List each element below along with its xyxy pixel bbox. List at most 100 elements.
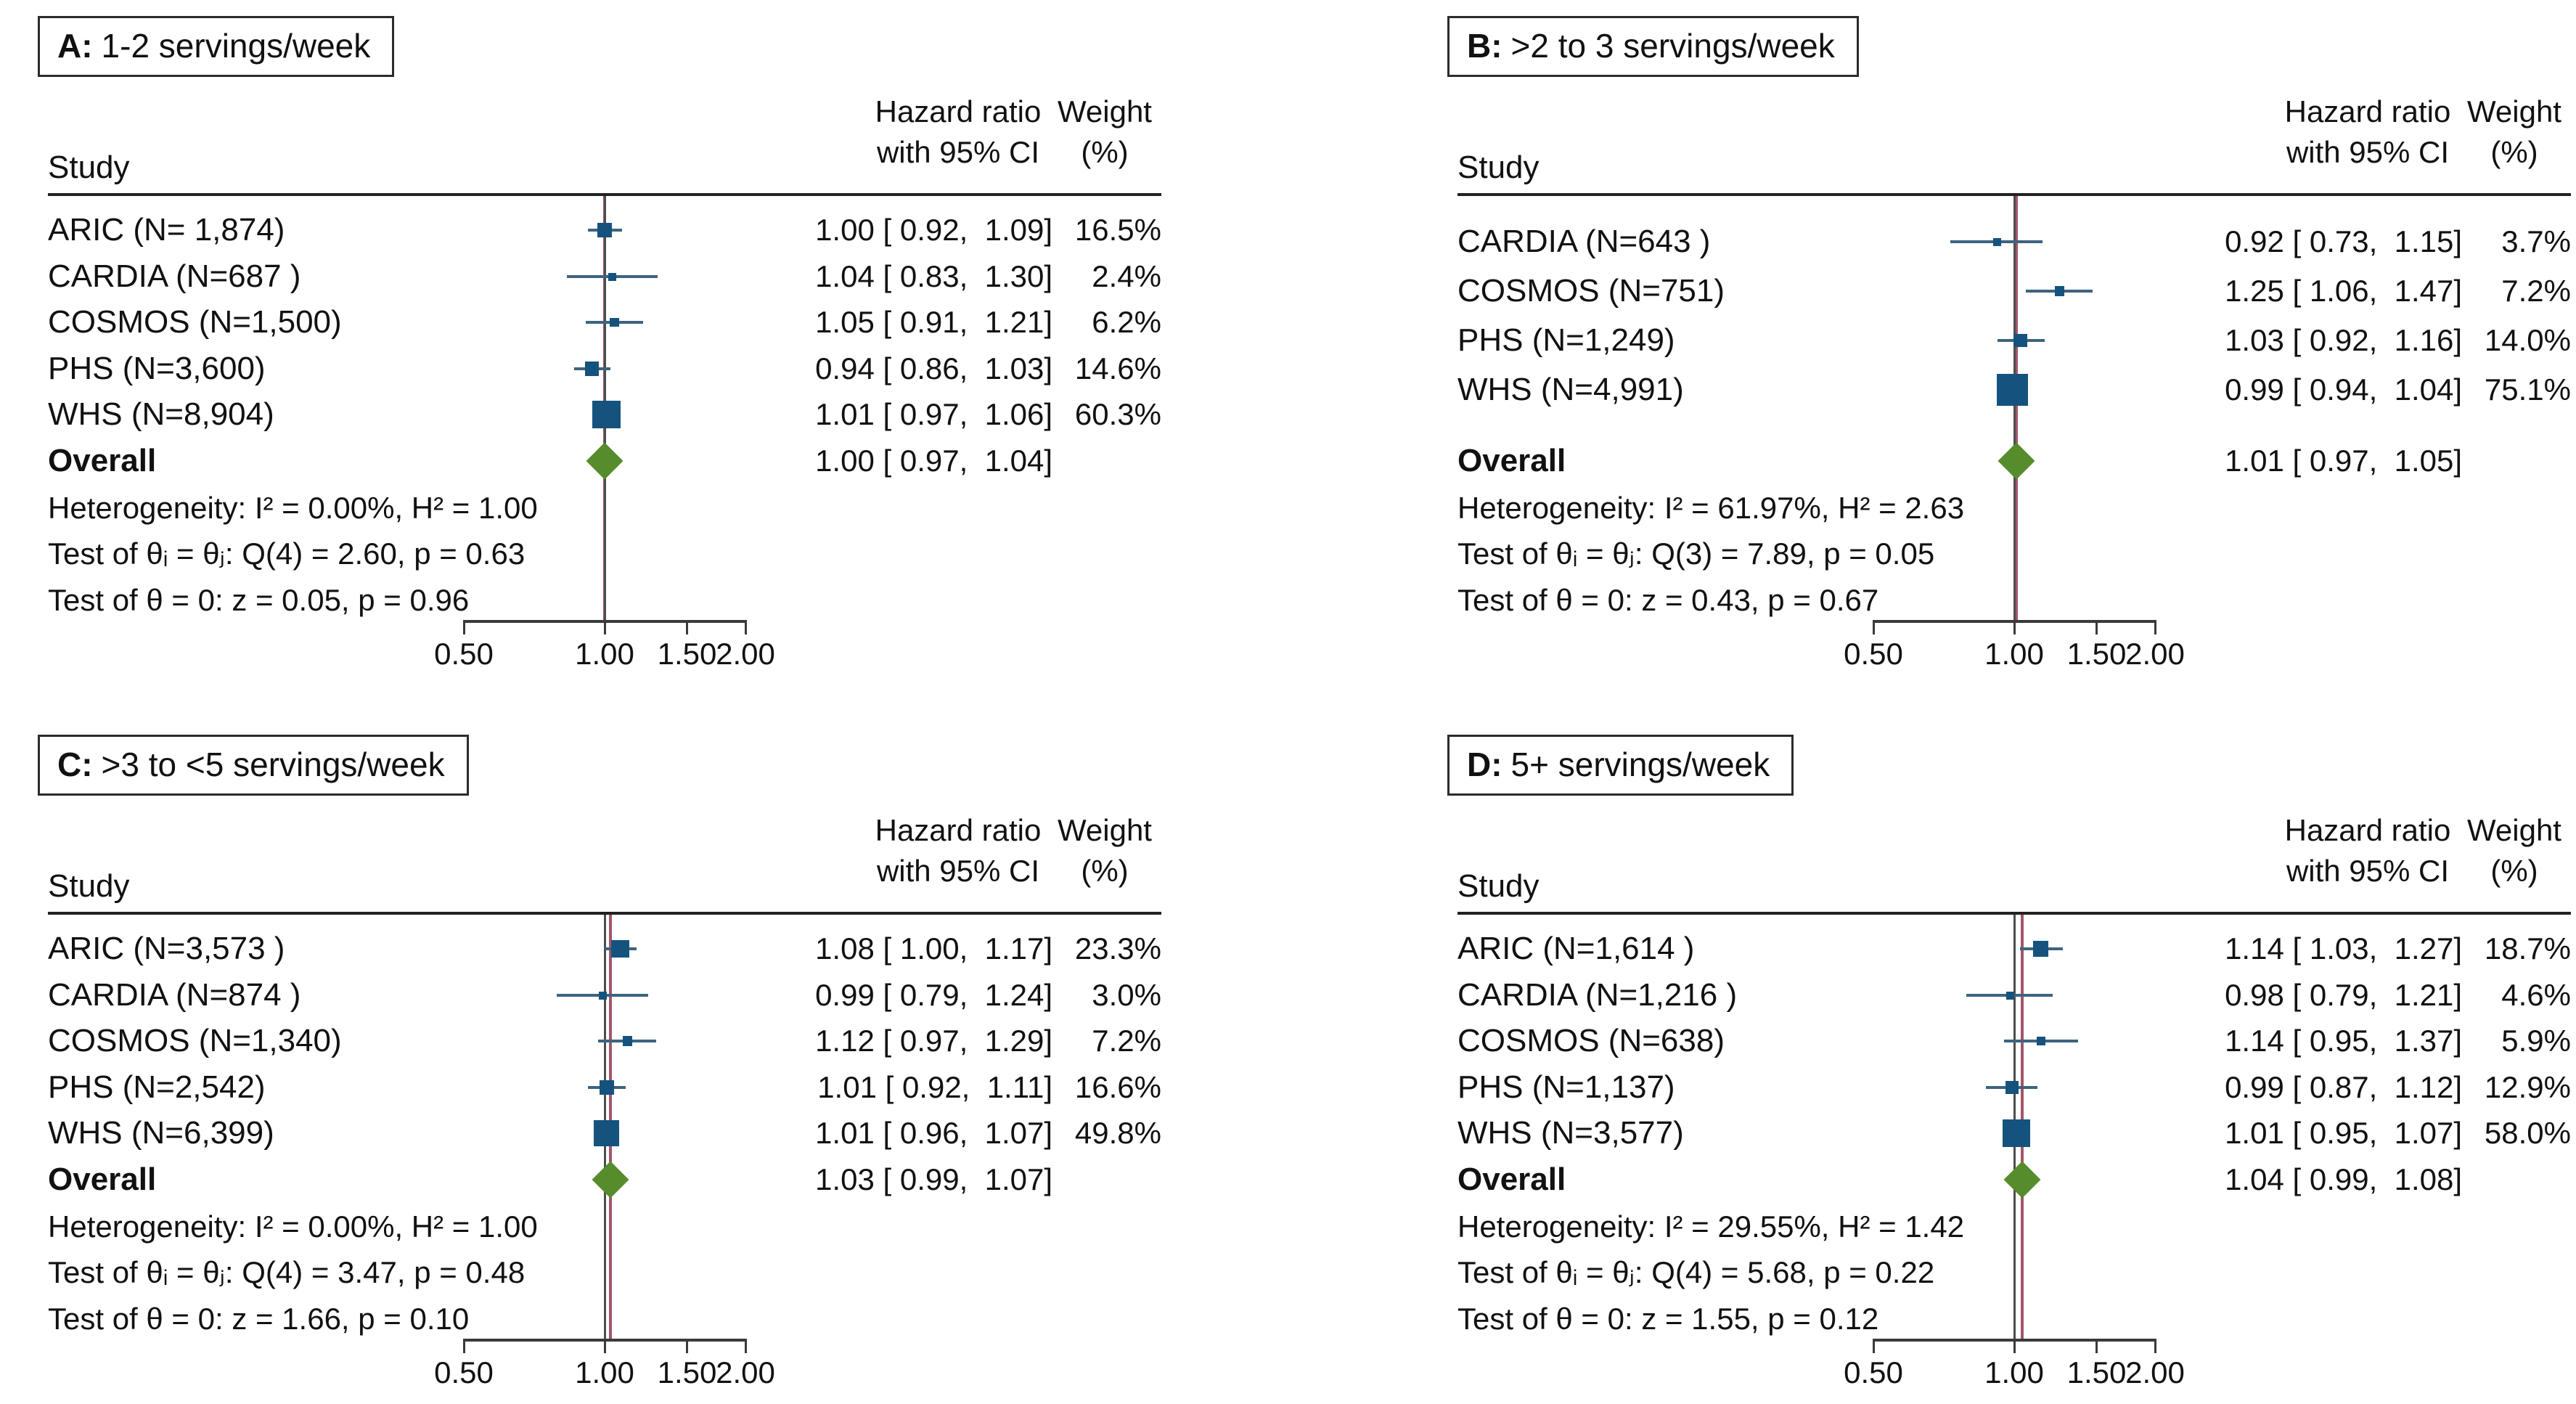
study-label: WHS (N=3,577) [1457, 1115, 1684, 1151]
overall-label: Overall [1457, 443, 1566, 478]
weight-value: 5.9% [2501, 1024, 2571, 1058]
x-axis-tick [462, 620, 465, 634]
hazard-ratio-header-line1: Hazard ratio [2284, 94, 2451, 128]
overall-estimate-line [2014, 196, 2018, 621]
hazard-ratio-value: 1.05 [ 0.91, 1.21] [815, 305, 1052, 339]
x-axis-tick-label: 2.00 [2125, 1355, 2185, 1389]
panel-title-letter: C: [57, 746, 93, 783]
effect-size-marker [1993, 237, 2002, 246]
panel-title-text: >3 to <5 servings/week [101, 746, 445, 783]
hazard-ratio-value: 1.01 [ 0.97, 1.06] [815, 397, 1052, 431]
weight-value: 16.5% [1074, 213, 1161, 247]
hazard-ratio-value: 1.14 [ 0.95, 1.37] [2225, 1024, 2462, 1058]
test-theta-ij-stat: Test of θᵢ = θⱼ: Q(4) = 2.60, p = 0.63 [48, 536, 526, 571]
study-label: ARIC (N=1,614 ) [1457, 931, 1695, 966]
x-axis-tick-label: 2.00 [716, 637, 775, 671]
study-label: WHS (N=4,991) [1457, 372, 1684, 407]
hazard-ratio-header-line2: with 95% CI [876, 135, 1040, 169]
column-header-study: Study [48, 868, 130, 904]
effect-size-marker [585, 362, 600, 376]
hazard-ratio-value: 1.25 [ 1.06, 1.47] [2225, 274, 2462, 308]
effect-size-marker [592, 400, 621, 429]
overall-label: Overall [1457, 1162, 1566, 1197]
x-axis-tick [2095, 620, 2098, 634]
x-axis-tick [2095, 1339, 2098, 1353]
hazard-ratio-value: 1.14 [ 1.03, 1.27] [2225, 931, 2462, 966]
test-theta-zero-stat: Test of θ = 0: z = 0.43, p = 0.67 [1457, 583, 1879, 617]
study-label: COSMOS (N=638) [1457, 1023, 1725, 1058]
effect-size-marker [2013, 333, 2027, 348]
panel-title: B: >2 to 3 servings/week [1447, 16, 1859, 77]
hazard-ratio-header-line2: with 95% CI [876, 854, 1040, 888]
heterogeneity-stat: Heterogeneity: I² = 61.97%, H² = 2.63 [1457, 491, 1965, 525]
study-label: PHS (N=1,137) [1457, 1069, 1675, 1105]
header-rule [1457, 912, 2571, 915]
heterogeneity-stat: Heterogeneity: I² = 0.00%, H² = 1.00 [48, 491, 538, 525]
hazard-ratio-value: 1.00 [ 0.92, 1.09] [815, 213, 1052, 247]
weight-value: 14.6% [1074, 351, 1161, 385]
hazard-ratio-header-line2: with 95% CI [2286, 854, 2450, 888]
weight-value: 49.8% [1074, 1116, 1161, 1150]
test-theta-zero-stat: Test of θ = 0: z = 1.66, p = 0.10 [48, 1302, 470, 1336]
effect-size-marker [611, 939, 629, 958]
effect-size-marker [610, 317, 619, 327]
panel-title-text: 5+ servings/week [1510, 746, 1770, 783]
forest-panel-a: A: 1-2 servings/week Study Hazard ratio with… [0, 0, 1292, 685]
effect-size-marker [594, 1120, 620, 1146]
panel-title-letter: D: [1467, 746, 1502, 783]
effect-size-marker [2036, 1036, 2045, 1046]
test-theta-ij-stat: Test of θᵢ = θⱼ: Q(4) = 3.47, p = 0.48 [48, 1255, 526, 1289]
study-label: COSMOS (N=1,500) [48, 304, 342, 340]
hazard-ratio-value: 1.03 [ 0.92, 1.16] [2225, 323, 2462, 357]
weight-header-line1: Weight [1058, 94, 1152, 128]
effect-size-marker [2032, 941, 2049, 957]
x-axis-tick [2013, 1339, 2016, 1353]
effect-size-marker [608, 272, 617, 281]
panel-title-text: 1-2 servings/week [101, 27, 371, 65]
forest-panel-d: D: 5+ servings/week Study Hazard ratio with … [1410, 719, 2576, 1404]
weight-value: 23.3% [1074, 931, 1161, 966]
weight-header-line2: (%) [2490, 854, 2538, 888]
test-theta-zero-stat: Test of θ = 0: z = 0.05, p = 0.96 [48, 583, 470, 617]
x-axis-tick [685, 620, 688, 634]
overall-hazard-ratio-value: 1.04 [ 0.99, 1.08] [2225, 1162, 2462, 1196]
weight-value: 14.0% [2484, 323, 2571, 357]
test-theta-ij-stat: Test of θᵢ = θⱼ: Q(3) = 7.89, p = 0.05 [1457, 536, 1935, 571]
study-label: COSMOS (N=751) [1457, 273, 1725, 309]
test-theta-ij-stat: Test of θᵢ = θⱼ: Q(4) = 5.68, p = 0.22 [1457, 1255, 1935, 1289]
study-label: CARDIA (N=687 ) [48, 258, 301, 294]
overall-hazard-ratio-value: 1.01 [ 0.97, 1.05] [2225, 444, 2462, 478]
x-axis-tick [462, 1339, 465, 1353]
overall-hazard-ratio-value: 1.00 [ 0.97, 1.04] [815, 444, 1052, 478]
panel-title-letter: B: [1467, 27, 1502, 65]
weight-value: 3.7% [2501, 224, 2571, 258]
x-axis-tick [744, 1339, 747, 1353]
weight-header-line2: (%) [2490, 135, 2538, 169]
weight-value: 7.2% [1092, 1024, 1161, 1058]
overall-diamond [1998, 442, 2035, 480]
column-header-hazard-ratio: Hazard ratio with 95% CI [813, 810, 1103, 891]
header-rule [48, 912, 1161, 915]
x-axis-tick [2013, 620, 2016, 634]
hazard-ratio-header-line2: with 95% CI [2286, 135, 2450, 169]
weight-value: 16.6% [1074, 1070, 1161, 1104]
study-label: CARDIA (N=1,216 ) [1457, 977, 1738, 1013]
effect-size-marker [598, 991, 607, 1000]
hazard-ratio-value: 1.01 [ 0.92, 1.11] [817, 1070, 1052, 1104]
forest-panel-c: C: >3 to <5 servings/week Study Hazard rati… [0, 719, 1292, 1404]
x-axis-tick [2154, 620, 2156, 634]
heterogeneity-stat: Heterogeneity: I² = 0.00%, H² = 1.00 [48, 1209, 538, 1244]
weight-header-line1: Weight [1058, 813, 1152, 847]
study-label: COSMOS (N=1,340) [48, 1023, 342, 1058]
hazard-ratio-value: 0.99 [ 0.87, 1.12] [2225, 1070, 2462, 1104]
column-header-hazard-ratio: Hazard ratio with 95% CI [2223, 91, 2513, 173]
x-axis-tick-label: 2.00 [2125, 637, 2185, 671]
study-label: ARIC (N=3,573 ) [48, 931, 285, 966]
panel-title: D: 5+ servings/week [1447, 735, 1794, 796]
study-label: WHS (N=8,904) [48, 396, 274, 432]
effect-size-marker [2002, 1119, 2030, 1148]
effect-size-marker [623, 1036, 633, 1046]
hazard-ratio-value: 0.99 [ 0.79, 1.24] [815, 978, 1052, 1012]
weight-value: 7.2% [2501, 274, 2571, 308]
header-rule [48, 193, 1161, 196]
